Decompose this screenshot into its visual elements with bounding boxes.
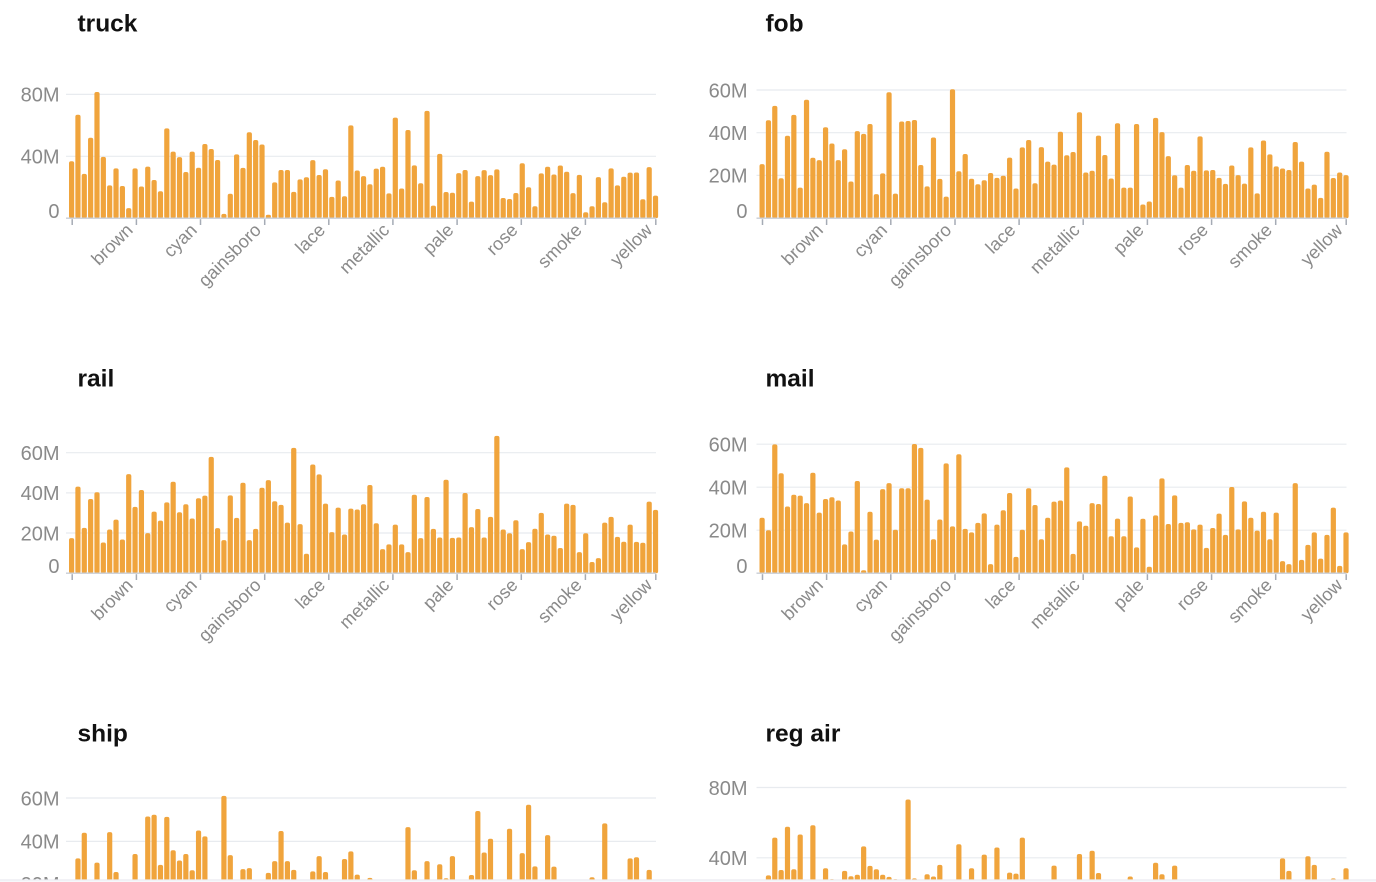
svg-text:60M: 60M [21,443,60,465]
svg-text:20M: 20M [709,166,748,188]
svg-text:40M: 40M [21,147,60,169]
svg-text:mail: mail [766,366,815,393]
svg-text:40M: 40M [21,832,60,854]
svg-text:60M: 60M [709,80,748,102]
svg-text:60M: 60M [709,435,748,457]
svg-text:0: 0 [736,201,747,223]
svg-text:0: 0 [736,556,747,578]
svg-text:fob: fob [766,11,804,38]
svg-text:reg air: reg air [766,721,841,748]
svg-text:40M: 40M [21,483,60,505]
svg-text:60M: 60M [21,788,60,810]
svg-text:20M: 20M [21,874,60,882]
svg-text:40M: 40M [709,478,748,500]
svg-text:20M: 20M [709,521,748,543]
svg-text:0: 0 [48,201,59,223]
svg-text:40M: 40M [709,848,748,870]
svg-text:ship: ship [78,721,128,748]
svg-text:80M: 80M [709,778,748,800]
svg-text:40M: 40M [709,123,748,145]
svg-text:80M: 80M [21,85,60,107]
svg-text:rail: rail [78,366,115,393]
svg-text:20M: 20M [21,523,60,545]
svg-text:truck: truck [78,11,138,38]
svg-text:0: 0 [48,556,59,578]
